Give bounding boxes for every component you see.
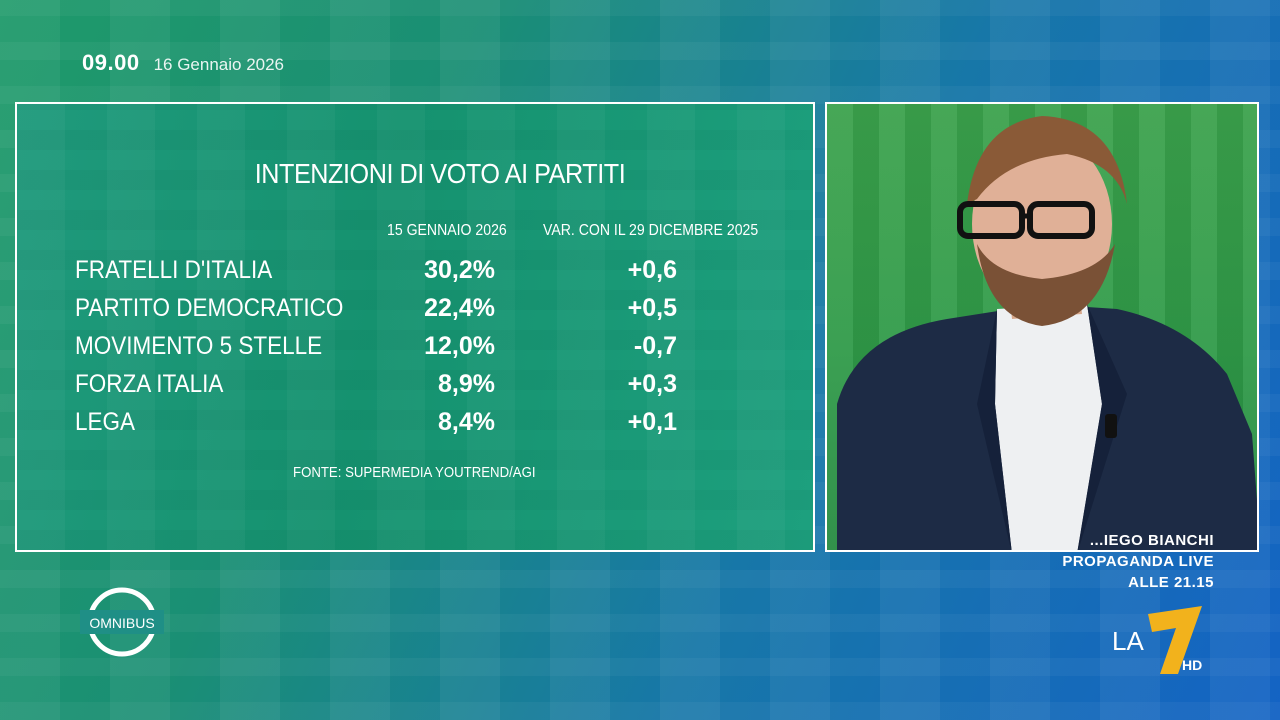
column-header-date: 15 GENNAIO 2026	[387, 222, 507, 239]
la7-hd-badge: HD	[1182, 657, 1202, 673]
poll-title: INTENZIONI DI VOTO AI PARTITI	[254, 158, 626, 189]
la7-hd-logo: LA 7 HD	[1112, 604, 1208, 680]
party-variation: +0,3	[627, 370, 677, 398]
party-percentage: 30,2%	[424, 256, 495, 284]
party-variation: -0,7	[633, 332, 677, 360]
poll-row: FORZA ITALIA 8,9% +0,3	[17, 368, 815, 404]
clock-date: 16 Gennaio 2026	[153, 55, 285, 74]
party-name: FRATELLI D'ITALIA	[75, 256, 273, 284]
party-variation: +0,5	[627, 294, 677, 322]
ticker-line: ALLE 21.15	[1128, 574, 1214, 591]
poll-row: PARTITO DEMOCRATICO 22,4% +0,5	[17, 292, 815, 328]
party-name: PARTITO DEMOCRATICO	[75, 294, 344, 322]
panel-pattern	[17, 104, 813, 550]
party-variation: +0,1	[627, 408, 677, 436]
party-percentage: 12,0%	[424, 332, 495, 360]
clock-time: 09.00	[82, 50, 140, 75]
party-name: LEGA	[75, 408, 136, 436]
poll-row: LEGA 8,4% +0,1	[17, 406, 815, 442]
guest-video-feed	[825, 102, 1259, 552]
ticker-line: PROPAGANDA LIVE	[1062, 553, 1214, 570]
party-name: MOVIMENTO 5 STELLE	[75, 332, 323, 360]
poll-row: FRATELLI D'ITALIA 30,2% +0,6	[17, 254, 815, 290]
party-percentage: 8,4%	[438, 408, 495, 436]
poll-source: FONTE: SUPERMEDIA YOUTREND/AGI	[293, 464, 536, 481]
party-name: FORZA ITALIA	[75, 370, 224, 398]
omnibus-logo-text: OMNIBUS	[89, 615, 154, 631]
party-percentage: 8,9%	[438, 370, 495, 398]
omnibus-logo: OMNIBUS	[80, 580, 164, 664]
la7-logo-text: LA	[1112, 626, 1144, 656]
promo-ticker: ...IEGO BIANCHI PROPAGANDA LIVE ALLE 21.…	[1062, 530, 1214, 593]
poll-row: MOVIMENTO 5 STELLE 12,0% -0,7	[17, 330, 815, 366]
poll-panel: INTENZIONI DI VOTO AI PARTITI 15 GENNAIO…	[15, 102, 815, 552]
column-header-variation: VAR. CON IL 29 DICEMBRE 2025	[543, 222, 759, 239]
party-variation: +0,6	[627, 256, 677, 284]
party-percentage: 22,4%	[424, 294, 495, 322]
guest-figure	[837, 116, 1257, 550]
ticker-line: ...IEGO BIANCHI	[1089, 532, 1214, 549]
broadcast-clock: 09.00 16 Gennaio 2026	[82, 50, 284, 76]
